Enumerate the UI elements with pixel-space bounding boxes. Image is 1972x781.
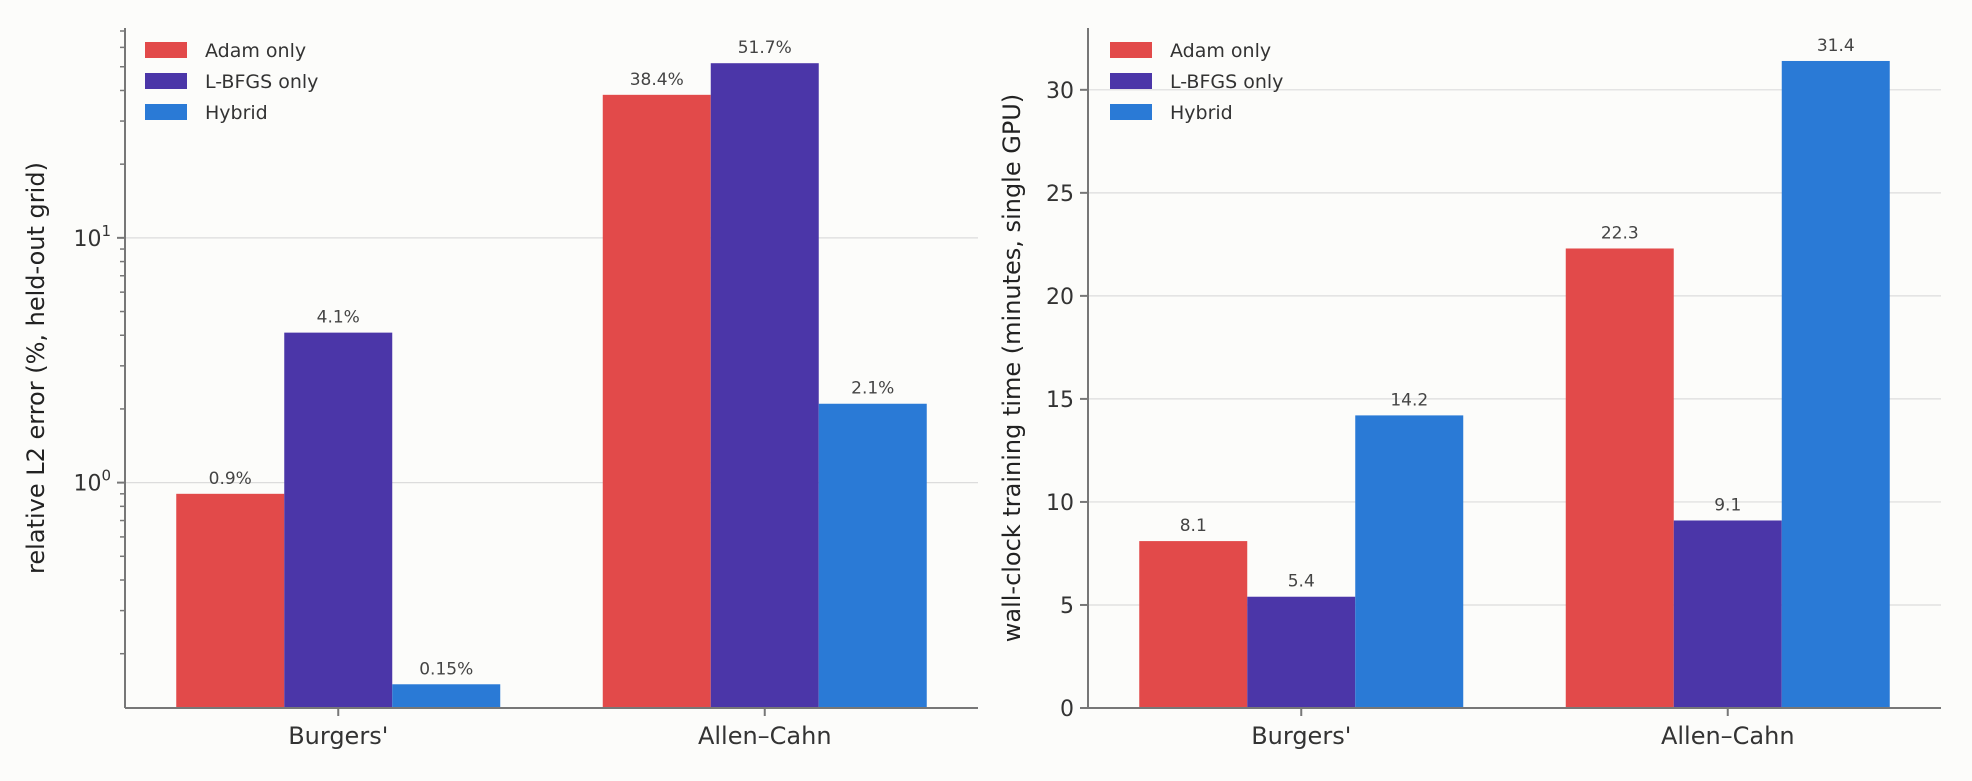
data-label: 4.1% <box>317 308 360 328</box>
y-tick-label: 15 <box>1046 388 1074 413</box>
data-label: 9.1 <box>1714 495 1741 515</box>
data-label: 0.15% <box>419 659 473 679</box>
y-axis-label: relative L2 error (%, held-out grid) <box>22 162 50 574</box>
legend-swatch <box>1110 42 1152 58</box>
bar <box>176 493 285 708</box>
legend-swatch <box>145 42 187 58</box>
bar <box>1355 415 1464 708</box>
legend-label: L-BFGS only <box>205 71 318 93</box>
data-label: 5.4 <box>1288 572 1315 592</box>
y-tick-label: 10 <box>1046 491 1074 516</box>
y-tick-label: 20 <box>1046 285 1074 310</box>
bar <box>1139 541 1248 708</box>
bar <box>818 403 927 708</box>
bar <box>392 684 501 708</box>
data-label: 14.2 <box>1390 390 1428 410</box>
x-tick-label: Allen–Cahn <box>698 722 832 750</box>
error-chart: 0.9% 38.4% 4.1% 51.7% 0.15% 2.1% 100 101 Burgers… <box>22 28 978 750</box>
x-tick-label: Allen–Cahn <box>1661 722 1795 750</box>
bar <box>284 332 393 708</box>
y-axis-label: wall-clock training time (minutes, singl… <box>998 94 1026 643</box>
data-label: 51.7% <box>738 38 792 58</box>
y-tick-label: 5 <box>1060 594 1074 619</box>
y-tick-label: 100 <box>73 467 111 497</box>
x-tick-label: Burgers' <box>1251 722 1351 750</box>
data-label: 38.4% <box>630 70 684 90</box>
legend-label: Adam only <box>205 40 306 62</box>
data-label: 8.1 <box>1180 516 1207 536</box>
data-label: 2.1% <box>851 379 894 399</box>
legend-swatch <box>145 73 187 89</box>
legend-label: Hybrid <box>1170 102 1233 124</box>
data-label: 31.4 <box>1817 36 1855 56</box>
legend-label: L-BFGS only <box>1170 71 1283 93</box>
data-label: 22.3 <box>1601 223 1639 243</box>
y-tick-label: 0 <box>1060 697 1074 722</box>
legend-swatch <box>1110 73 1152 89</box>
bar <box>602 94 711 709</box>
legend-label: Hybrid <box>205 102 268 124</box>
time-chart: 8.1 22.3 5.4 9.1 14.2 31.4 0 5 10 15 20 25 30 Burgers… <box>998 28 1941 750</box>
legend-label: Adam only <box>1170 40 1271 62</box>
bar <box>1781 60 1890 708</box>
legend-swatch <box>145 104 187 120</box>
x-tick-label: Burgers' <box>288 722 388 750</box>
bar <box>1673 520 1782 708</box>
y-tick-label: 30 <box>1046 79 1074 104</box>
y-tick-label: 101 <box>73 222 111 252</box>
bar <box>1565 248 1674 708</box>
data-label: 0.9% <box>209 469 252 489</box>
legend-swatch <box>1110 104 1152 120</box>
bar <box>1247 596 1356 708</box>
bar <box>710 63 819 709</box>
y-tick-label: 25 <box>1046 182 1074 207</box>
